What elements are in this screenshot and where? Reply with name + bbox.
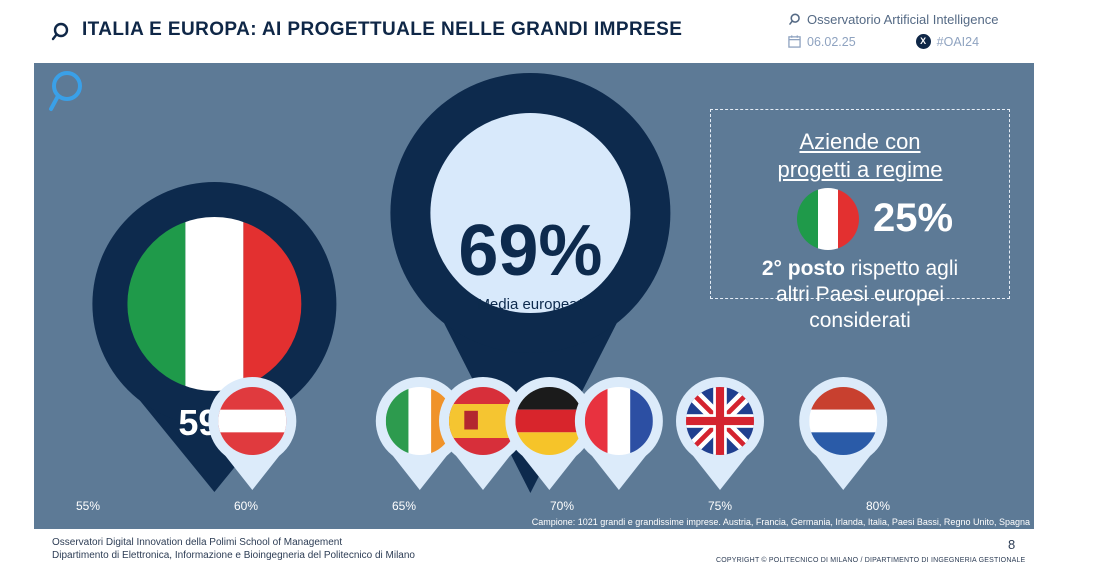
hashtag[interactable]: #OAI24 [936,34,980,49]
country-pin-austria [208,377,297,490]
callout-rank: 2° posto [761,257,845,280]
x-tick-label: 75% [708,499,732,513]
x-tick-label: 65% [392,499,416,513]
country-pin-tail [392,455,448,490]
callout-title-line1: Aziende con [799,129,921,154]
search-icon [789,13,800,25]
average-circle [430,113,631,313]
country-pin-tail [522,455,577,490]
average-caption: Media europea* [477,296,583,313]
x-axis: 55% 60% 65% 70% 75% 80% [76,499,890,513]
brand-name: Osservatorio Artificial Intelligence [807,12,999,27]
chart: 69% Media europea* 59% 55% 60% 65% 70% 75% 80%… [49,71,1030,527]
footer-credits: Osservatori Digital Innovation della Pol… [52,536,415,562]
corner-search-icon [49,71,82,111]
callout-title-line2: progetti a regime [777,157,943,182]
search-icon [51,22,69,41]
callout-line3: considerati [809,309,911,332]
page-number: 8 [1008,537,1016,552]
x-logo-icon: X [915,34,931,49]
italy-pin: 59% [92,182,337,492]
callout-text: 2° posto rispetto agli altri Paesi europ… [711,256,1009,334]
copyright: COPYRIGHT © POLITECNICO DI MILANO / DIPA… [716,557,1026,564]
callout-title: Aziende con progetti a regime [711,128,1009,184]
header: ITALIA E EUROPA: AI PROGETTUALE NELLE GR… [0,0,1097,62]
callout-line2: altri Paesi europei [775,283,945,306]
meta-row: 06.02.25 X #OAI24 [788,34,979,49]
country-pin-tail [692,455,748,490]
x-tick-label: 70% [550,499,574,513]
netherlands-flag-icon [809,387,878,455]
country-pin-netherlands [799,377,888,490]
germany-flag-icon [515,387,584,455]
x-tick-label: 55% [76,499,100,513]
callout-value: 25% [873,196,954,240]
country-pin-spain [439,377,527,490]
footer-line1: Osservatori Digital Innovation della Pol… [52,537,343,548]
italy-flag-icon [797,188,859,250]
page-title: ITALIA E EUROPA: AI PROGETTUALE NELLE GR… [82,19,683,40]
x-tick-label: 80% [866,499,890,513]
france-flag-icon [584,387,653,455]
x-tick-label: 60% [234,499,258,513]
country-pins [208,377,888,490]
average-value: 69% [458,211,602,291]
country-pin-tail [225,455,280,490]
country-pin-tail [455,455,511,490]
callout-box: Aziende con progetti a regime 25% 2° pos… [710,109,1010,332]
callout-rank-rest: rispetto agli [844,257,959,280]
chart-panel: 69% Media europea* 59% 55% 60% 65% 70% 75% 80%… [34,63,1034,529]
country-pin-france [574,377,663,490]
italy-flag-icon [127,217,302,391]
uk-flag-icon [686,387,754,455]
brand: Osservatorio Artificial Intelligence [788,12,998,27]
austria-flag-icon [218,387,287,455]
country-pin-tail [815,455,871,490]
country-pin-germany [505,377,594,490]
sample-note: Campione: 1021 grandi e grandissime impr… [532,517,1030,527]
average-pin: 69% Media europea* [390,73,671,493]
country-pin-uk [676,377,764,490]
date: 06.02.25 [807,34,856,49]
calendar-icon [788,35,801,48]
country-pin-tail [591,455,647,490]
footer-line2: Dipartimento di Elettronica, Informazion… [52,550,415,561]
